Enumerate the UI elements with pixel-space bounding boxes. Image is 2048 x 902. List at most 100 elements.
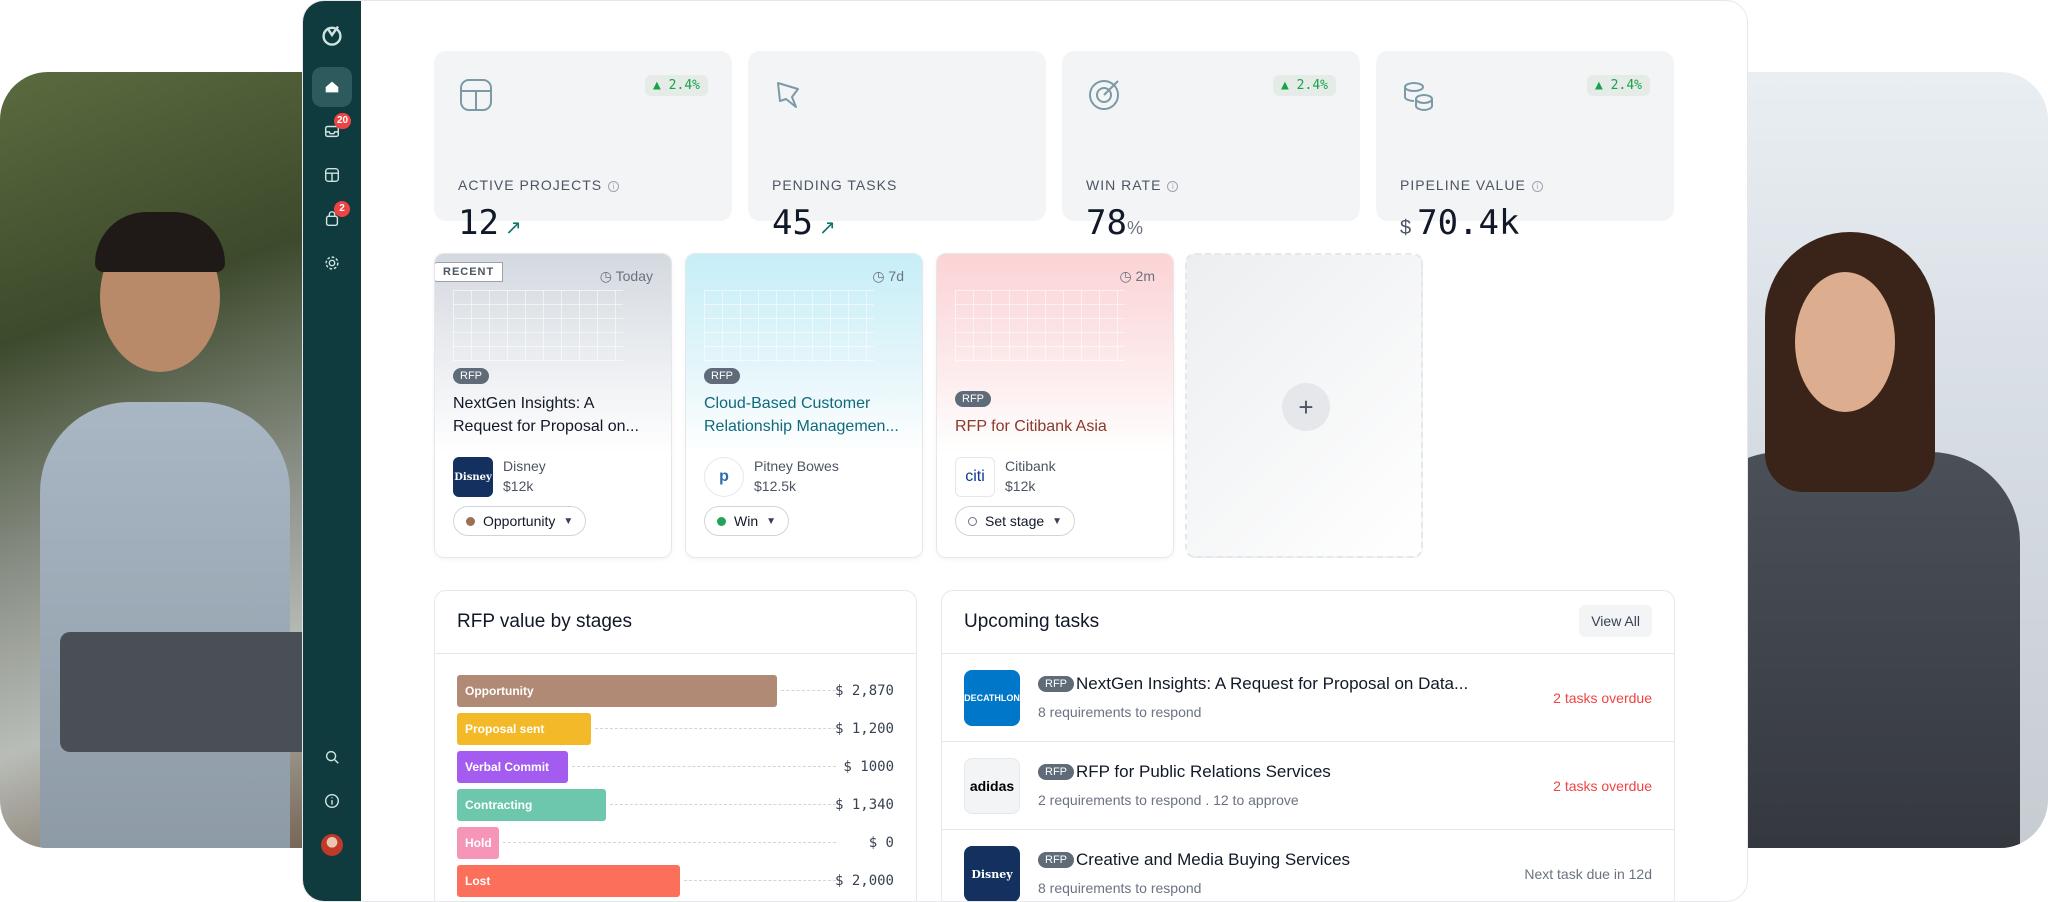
stage-dropdown[interactable]: Win ▼: [704, 506, 790, 536]
pitney-bowes-logo: p: [704, 457, 744, 497]
task-row[interactable]: adidas RFP RFP for Public Relations Serv…: [942, 742, 1674, 830]
bar[interactable]: Opportunity: [457, 675, 777, 707]
bar[interactable]: Proposal sent: [457, 713, 591, 745]
stage-dropdown[interactable]: Opportunity ▼: [453, 506, 587, 536]
person-body: [40, 402, 290, 848]
rfp-tag: RFP: [1038, 676, 1074, 692]
bar[interactable]: Contracting: [457, 789, 606, 821]
trend-arrow-icon: ↗: [504, 215, 522, 239]
task-status: 2 tasks overdue: [1553, 690, 1652, 706]
projects-icon[interactable]: [312, 155, 352, 195]
change-chip: ▲ 2.4%: [645, 75, 708, 96]
client-name: Pitney Bowes: [754, 458, 839, 474]
stage-dropdown[interactable]: Set stage ▼: [955, 506, 1076, 536]
bar-leader-line: [684, 880, 836, 881]
add-project-card[interactable]: +: [1185, 253, 1423, 558]
bar-leader-line: [781, 690, 836, 691]
chevron-down-icon: ▼: [766, 515, 777, 527]
bar-row: Hold $ 0: [457, 827, 894, 859]
deal-amount: $12.5k: [754, 478, 797, 494]
task-title: Creative and Media Buying Services: [1076, 850, 1351, 869]
bar-row: Proposal sent $ 1,200: [457, 713, 894, 745]
adidas-logo: adidas: [964, 758, 1020, 814]
bar-value-label: $ 2,870: [834, 683, 894, 699]
rfp-tag: RFP: [1038, 852, 1074, 868]
target-icon: [1089, 80, 1119, 110]
disney-logo: Disney: [964, 846, 1020, 901]
bar-leader-line: [503, 842, 836, 843]
client-name: Citibank: [1005, 458, 1056, 474]
chevron-down-icon: ▼: [1052, 515, 1063, 527]
bar[interactable]: Verbal Commit: [457, 751, 568, 783]
panel-title: Upcoming tasks: [964, 611, 1100, 632]
info-icon[interactable]: i: [1167, 181, 1179, 192]
bar[interactable]: Lost: [457, 865, 680, 897]
bar-value-label: $ 0: [868, 835, 894, 851]
panel-title: RFP value by stages: [457, 611, 632, 632]
deal-amount: $12k: [1005, 478, 1036, 494]
bar-value-label: $ 1000: [843, 759, 894, 775]
bag-icon[interactable]: 2: [312, 199, 352, 239]
home-icon[interactable]: [312, 67, 352, 107]
deal-amount: $12k: [503, 478, 534, 494]
project-card[interactable]: ◷ 7d RFP Cloud-Based Customer Relationshi…: [685, 253, 923, 558]
kpi-value: $70.4k: [1400, 203, 1520, 243]
chevron-down-icon: ▼: [563, 515, 574, 527]
task-row[interactable]: Disney RFP Creative and Media Buying Ser…: [942, 830, 1674, 901]
kpi-value: 45 ↗: [772, 203, 836, 243]
rfp-tag: RFP: [1038, 764, 1074, 780]
kpi-label: PIPELINE VALUE i: [1400, 177, 1543, 193]
projects-icon: [460, 79, 492, 111]
bar-row: Lost $ 2,000: [457, 865, 894, 897]
kpi-active-projects: ▲ 2.4% ACTIVE PROJECTS i 12 ↗: [434, 51, 732, 243]
kpi-label: ACTIVE PROJECTS i: [458, 177, 620, 193]
info-icon[interactable]: i: [1531, 181, 1543, 192]
upcoming-tasks-panel: Upcoming tasks View All DECATHLON RFP Ne…: [941, 590, 1675, 901]
kpi-win-rate: ▲ 2.4% WIN RATE i 78%: [1062, 51, 1360, 243]
avatar[interactable]: [312, 825, 352, 865]
kpi-value: 12 ↗: [458, 203, 522, 243]
logo-icon[interactable]: [312, 15, 352, 55]
kpi-label: PENDING TASKS: [772, 177, 898, 193]
inbox-icon[interactable]: 20: [312, 111, 352, 151]
rfp-value-panel: RFP value by stages Opportunity $ 2,870 Pr…: [434, 590, 917, 901]
task-title: NextGen Insights: A Request for Proposal…: [1076, 674, 1469, 693]
time-label: ◷ 7d: [872, 268, 904, 284]
bar-value-label: $ 1,200: [834, 721, 894, 737]
stage-dot: [717, 516, 726, 526]
plus-icon[interactable]: +: [1282, 383, 1330, 431]
person-face: [1795, 272, 1895, 412]
rfp-tag: RFP: [704, 368, 740, 384]
project-card[interactable]: RECENT ◷ Today RFP NextGen Insights: A Re…: [434, 253, 672, 558]
time-label: ◷ Today: [599, 268, 653, 284]
bar-value-label: $ 2,000: [834, 873, 894, 889]
bar-row: Contracting $ 1,340: [457, 789, 894, 821]
rfp-tag: RFP: [453, 368, 489, 384]
task-subtitle: 8 requirements to respond: [1038, 880, 1202, 896]
view-all-button[interactable]: View All: [1579, 605, 1652, 637]
bar[interactable]: Hold: [457, 827, 499, 859]
bar-row: Opportunity $ 2,870: [457, 675, 894, 707]
inbox-badge: 20: [334, 113, 352, 129]
dashboard-content: ▲ 2.4% ACTIVE PROJECTS i 12 ↗ PENDING TASK…: [361, 1, 1747, 901]
settings-icon[interactable]: [312, 243, 352, 283]
stage-dot: [968, 516, 977, 526]
decathlon-logo: DECATHLON: [964, 670, 1020, 726]
change-chip: ▲ 2.4%: [1273, 75, 1336, 96]
bar-value-label: $ 1,340: [834, 797, 894, 813]
bar-row: Verbal Commit $ 1000: [457, 751, 894, 783]
search-icon[interactable]: [312, 737, 352, 777]
recent-tag: RECENT: [435, 262, 504, 282]
task-status: 2 tasks overdue: [1553, 778, 1652, 794]
project-card[interactable]: ◷ 2m RFP RFP for Citibank Asia citi Citi…: [936, 253, 1174, 558]
info-icon[interactable]: [312, 781, 352, 821]
info-icon[interactable]: i: [608, 181, 620, 192]
client-name: Disney: [503, 458, 546, 474]
kpi-label: WIN RATE i: [1086, 177, 1179, 193]
pin-icon: [777, 82, 799, 108]
citibank-logo: citi: [955, 457, 995, 497]
task-row[interactable]: DECATHLON RFP NextGen Insights: A Reques…: [942, 654, 1674, 742]
laptop: [60, 632, 320, 752]
project-title: NextGen Insights: A Request for Proposal …: [453, 395, 639, 435]
